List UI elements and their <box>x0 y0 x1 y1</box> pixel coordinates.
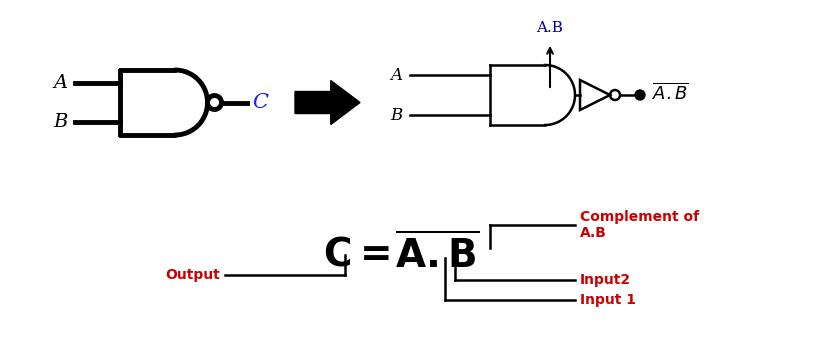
Text: Output: Output <box>165 268 220 282</box>
Text: Complement of
A.B: Complement of A.B <box>580 210 699 240</box>
Circle shape <box>635 90 645 100</box>
Polygon shape <box>295 81 360 124</box>
Text: B: B <box>390 106 402 123</box>
Text: Input2: Input2 <box>580 273 631 287</box>
Text: $\mathbf{C =}$: $\mathbf{C =}$ <box>323 237 390 273</box>
Text: $\overline{A.B}$: $\overline{A.B}$ <box>652 83 689 103</box>
Text: B: B <box>54 113 68 131</box>
Text: A.B: A.B <box>537 21 563 35</box>
Text: $\mathbf{\overline{A.B}}$: $\mathbf{\overline{A.B}}$ <box>395 234 479 276</box>
Text: A: A <box>390 67 402 84</box>
Text: C: C <box>252 93 269 112</box>
Text: A: A <box>54 74 68 92</box>
Text: Input 1: Input 1 <box>580 293 636 307</box>
